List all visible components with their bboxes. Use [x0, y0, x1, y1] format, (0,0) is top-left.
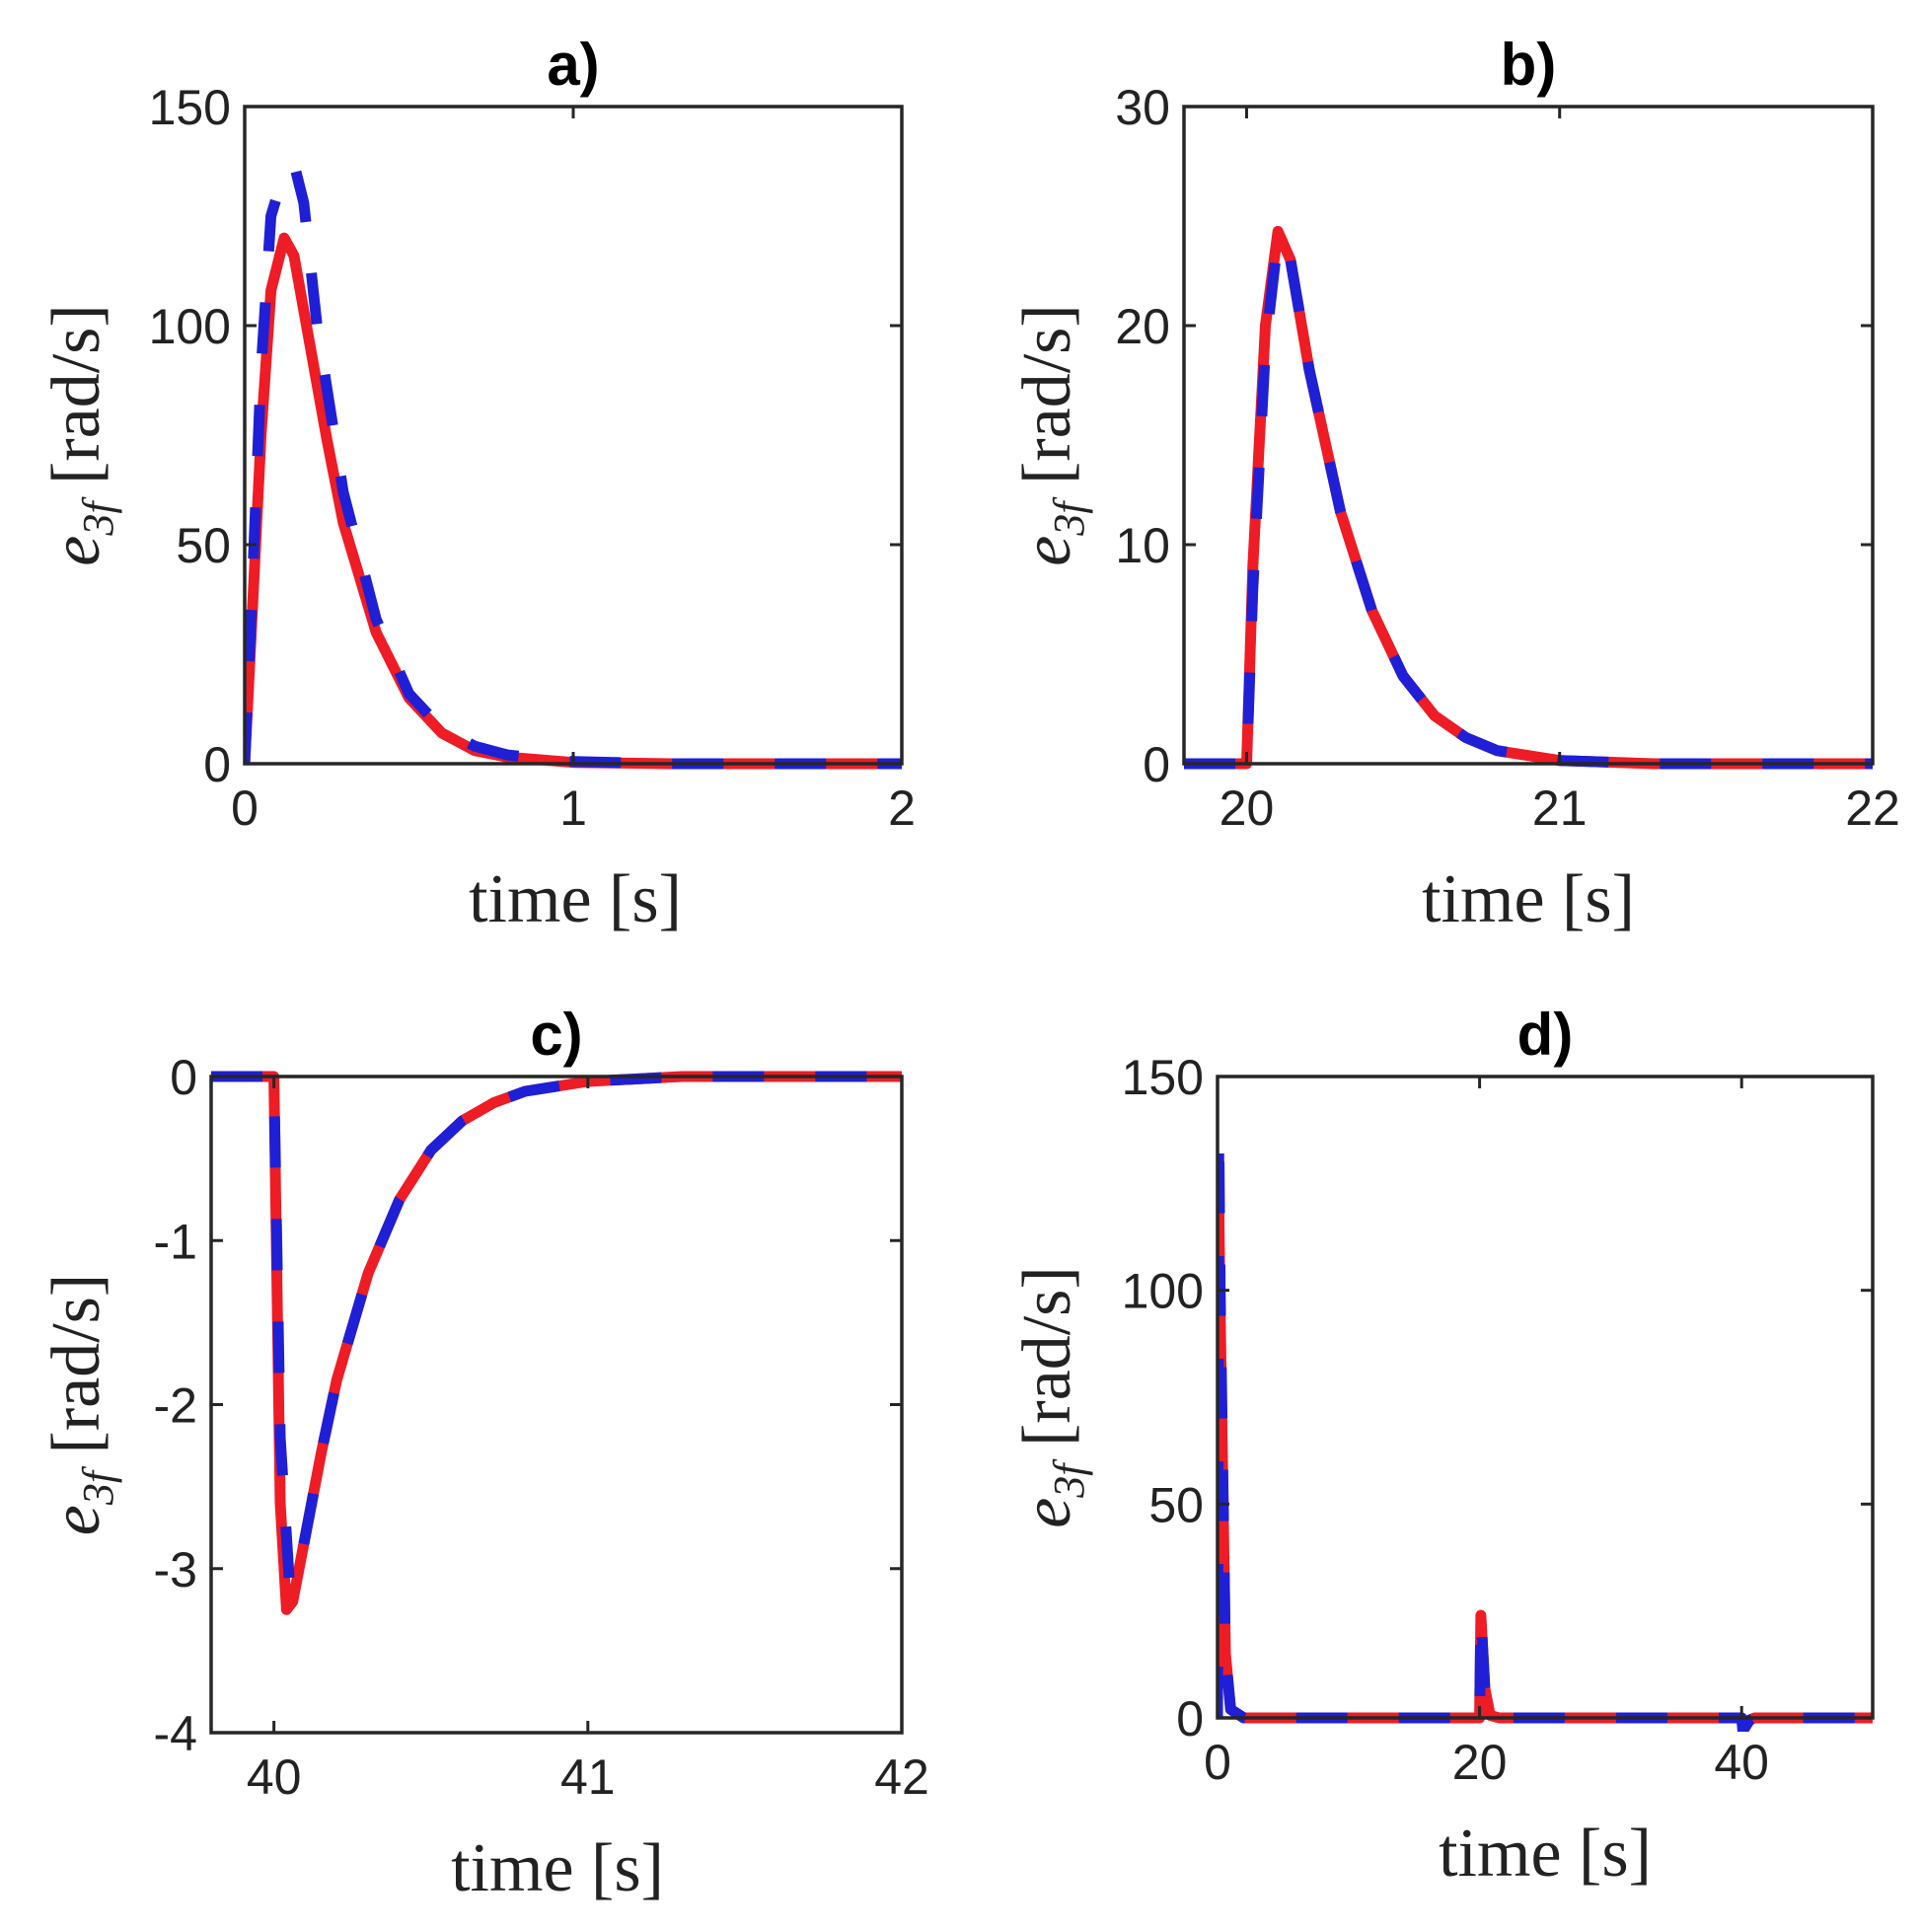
axes-box: [1216, 1075, 1875, 1720]
y-tick-label: -4: [154, 1706, 197, 1761]
y-tick-label: 0: [203, 737, 231, 792]
y-axis-label-var: e: [38, 1505, 114, 1535]
series-line-blue-dashed: [1218, 1126, 1873, 1732]
x-tick-label: 0: [231, 780, 259, 836]
panel-b: 20 21 22 0 10 20 30 b) time [s] e3f [rad/s]: [1009, 32, 1900, 937]
x-tick-label: 1: [559, 780, 587, 836]
series-group: [211, 1071, 902, 1615]
series-line-blue-dashed: [211, 1071, 902, 1591]
x-axis-label: time [s]: [1439, 1816, 1652, 1892]
y-axis-label-unit: [rad/s]: [1009, 304, 1085, 501]
x-tick-label: 0: [1204, 1735, 1231, 1790]
panel-c: 40 41 42 -4 -3 -2 -1 0 c) time [s] e3f [rad/s]: [38, 1002, 929, 1906]
y-tick-label: 0: [170, 1050, 197, 1105]
series-group: [245, 158, 902, 770]
x-tick-label: 22: [1845, 780, 1900, 836]
x-tick-label: 42: [874, 1749, 929, 1805]
y-tick-label: 50: [1148, 1477, 1204, 1532]
y-tick-label: 100: [1122, 1264, 1204, 1319]
x-tick-label: 40: [1714, 1735, 1769, 1790]
y-tick-label: 30: [1115, 80, 1170, 135]
panel-a: 0 1 2 0 50 100 150 a) time [s] e3f [rad/s]: [38, 32, 916, 937]
x-axis-label: time [s]: [451, 1830, 664, 1906]
x-tick-label: 40: [247, 1749, 302, 1805]
axes-box: [209, 1075, 904, 1735]
y-tick-label: 20: [1115, 299, 1170, 354]
y-axis-label-sub: 3f: [74, 1465, 122, 1506]
y-axis-label-var: e: [1009, 1498, 1085, 1528]
panel-title: b): [1501, 32, 1557, 98]
series-line-blue-dashed: [1184, 232, 1873, 770]
y-tick-label: 10: [1115, 518, 1170, 573]
series-line-red-solid: [1184, 226, 1873, 770]
panel-title: d): [1517, 1002, 1574, 1068]
y-tick-label: 50: [176, 518, 231, 573]
y-axis-label-unit: [rad/s]: [38, 304, 114, 501]
series-group: [1218, 1126, 1873, 1732]
y-tick-label: 100: [149, 299, 231, 354]
x-tick-label: 20: [1220, 780, 1275, 836]
panel-d: 0 20 40 0 50 100 150 d) time [s] e3f [rad/s]: [1009, 1002, 1875, 1892]
y-axis-label-unit: [rad/s]: [38, 1274, 114, 1471]
x-tick-label: 21: [1532, 780, 1588, 836]
x-tick-label: 20: [1452, 1735, 1508, 1790]
x-tick-label: 41: [560, 1749, 616, 1805]
axes-box: [1182, 105, 1875, 766]
series-line-red-solid: [1218, 1199, 1873, 1732]
series-group: [1184, 226, 1873, 770]
y-axis-label-sub: 3f: [74, 496, 122, 537]
y-axis-label-sub: 3f: [1045, 1458, 1093, 1499]
y-tick-label: -2: [154, 1378, 197, 1434]
x-tick-label: 2: [888, 780, 916, 836]
y-tick-label: -1: [154, 1214, 197, 1269]
series-line-red-solid: [211, 1071, 902, 1615]
y-tick-label: 0: [1143, 737, 1170, 792]
y-axis-label-var: e: [38, 536, 114, 566]
series-line-blue-dashed: [245, 158, 902, 770]
y-tick-label: 150: [1122, 1050, 1204, 1105]
y-axis-label: e3f [rad/s]: [38, 1274, 122, 1536]
y-axis-label-var: e: [1009, 536, 1085, 566]
y-tick-label: 0: [1176, 1691, 1204, 1746]
x-axis-label: time [s]: [469, 861, 682, 937]
panel-title: c): [530, 1002, 582, 1068]
y-axis-label-unit: [rad/s]: [1009, 1266, 1085, 1463]
y-axis-label-sub: 3f: [1045, 496, 1093, 537]
y-tick-label: 150: [149, 80, 231, 135]
y-axis-label: e3f [rad/s]: [1009, 304, 1093, 566]
y-tick-label: -3: [154, 1542, 197, 1598]
panel-title: a): [547, 32, 599, 98]
x-axis-label: time [s]: [1422, 861, 1635, 937]
y-axis-label: e3f [rad/s]: [38, 304, 122, 566]
axes-box: [243, 105, 904, 766]
y-axis-label: e3f [rad/s]: [1009, 1266, 1093, 1528]
